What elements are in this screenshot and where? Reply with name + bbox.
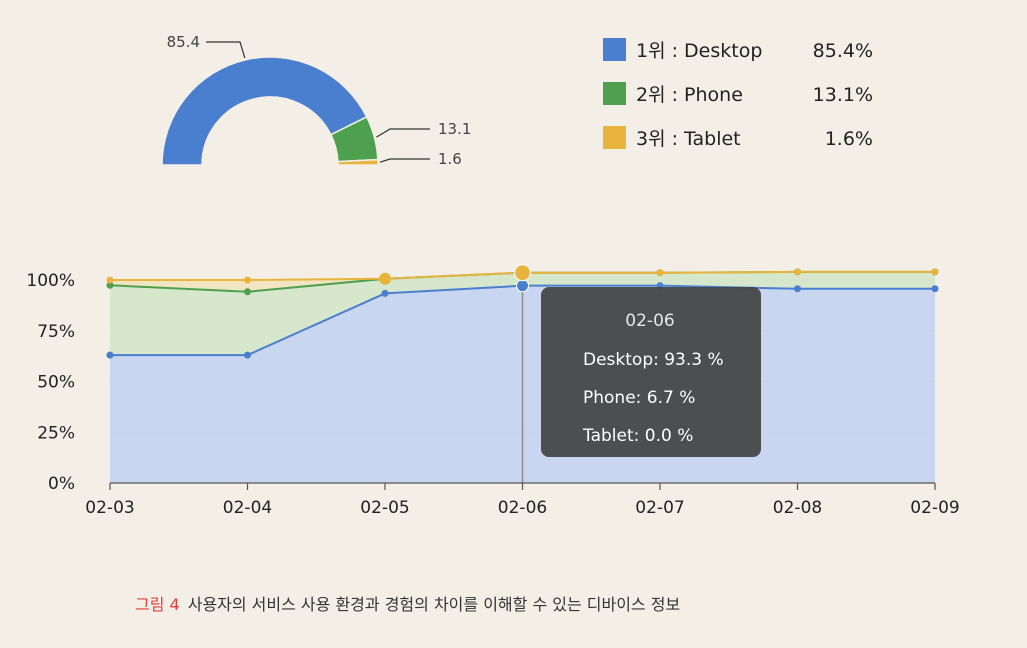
pie-label: 1.6 [438,150,462,168]
legend-value: 13.1% [813,84,873,106]
pie-leader-line [379,158,430,163]
half-donut-chart: 85.4 13.1 1.6 [161,33,471,168]
tooltip-title: 02-06 [625,311,674,331]
legend-swatch [603,126,626,149]
data-point-desktop [381,289,389,297]
x-tick-label: 02-06 [498,498,547,518]
data-point-tablet [244,276,251,284]
figure-caption: 그림 4 사용자의 서비스 사용 환경과 경험의 차이를 이해할 수 있는 디바이… [135,591,680,615]
data-point-desktop [931,285,939,293]
stacked-area-chart: 0% 25% 50% 75% 100% 02-03 02-04 02-05 02-06 02-07… [26,264,960,518]
area-fill-phone [110,271,935,356]
tooltip-box [541,287,761,457]
area-fill-tablet [110,271,935,292]
x-tick-label: 02-07 [635,498,684,518]
data-point-desktop [106,351,114,359]
legend-swatch [603,82,626,105]
legend-value: 85.4% [813,40,873,62]
tooltip-line: Tablet: 0.0 % [582,426,693,446]
legend-value: 1.6% [825,128,873,150]
pie-slice-tablet [337,158,379,166]
legend-label: 1위 : Desktop [636,40,762,62]
legend: 1위 : Desktop 85.4% 2위 : Phone 13.1% 3위 : Tab… [603,38,873,150]
figure-number: 그림 4 [135,595,180,614]
data-point-desktop [244,351,251,359]
data-point-tablet [656,269,664,277]
tooltip: 02-06 Desktop: 93.3 % Phone: 6.7 % Tablet: … [541,287,761,457]
data-point-phone [106,281,114,289]
y-tick-label: 75% [37,322,75,342]
legend-swatch [603,38,626,61]
pie-label: 13.1 [438,120,471,138]
legend-label: 3위 : Tablet [636,128,741,150]
x-tick-label: 02-09 [910,498,959,518]
device-chart: 85.413.11.6 1위 : Desktop 85.4%2위 : Phone 1… [26,33,960,518]
data-point-tablet [794,268,801,276]
pie-leader-line [206,41,246,59]
pie-slice-desktop [161,56,368,166]
data-point-tablet [106,276,114,284]
x-tick-label: 02-08 [773,498,822,518]
data-point-tablet [379,272,391,285]
legend-label: 2위 : Phone [636,84,743,106]
data-point-tablet [514,264,531,282]
x-tick-label: 02-05 [360,498,409,518]
data-point-desktop [794,285,801,293]
y-tick-label: 50% [37,373,75,393]
data-point-desktop [516,279,529,293]
y-tick-label: 25% [37,423,75,443]
x-tick-label: 02-04 [223,498,272,518]
y-tick-label: 100% [26,271,75,291]
pie-leader-line [376,128,430,138]
data-point-tablet [931,268,939,276]
caption-text: 사용자의 서비스 사용 환경과 경험의 차이를 이해할 수 있는 디바이스 정보 [187,595,681,614]
data-point-phone [244,288,251,296]
x-tick-label: 02-03 [85,498,134,518]
tooltip-line: Desktop: 93.3 % [583,350,724,370]
pie-label: 85.4 [167,33,200,51]
y-tick-label: 0% [48,474,75,494]
tooltip-line: Phone: 6.7 % [583,388,695,408]
